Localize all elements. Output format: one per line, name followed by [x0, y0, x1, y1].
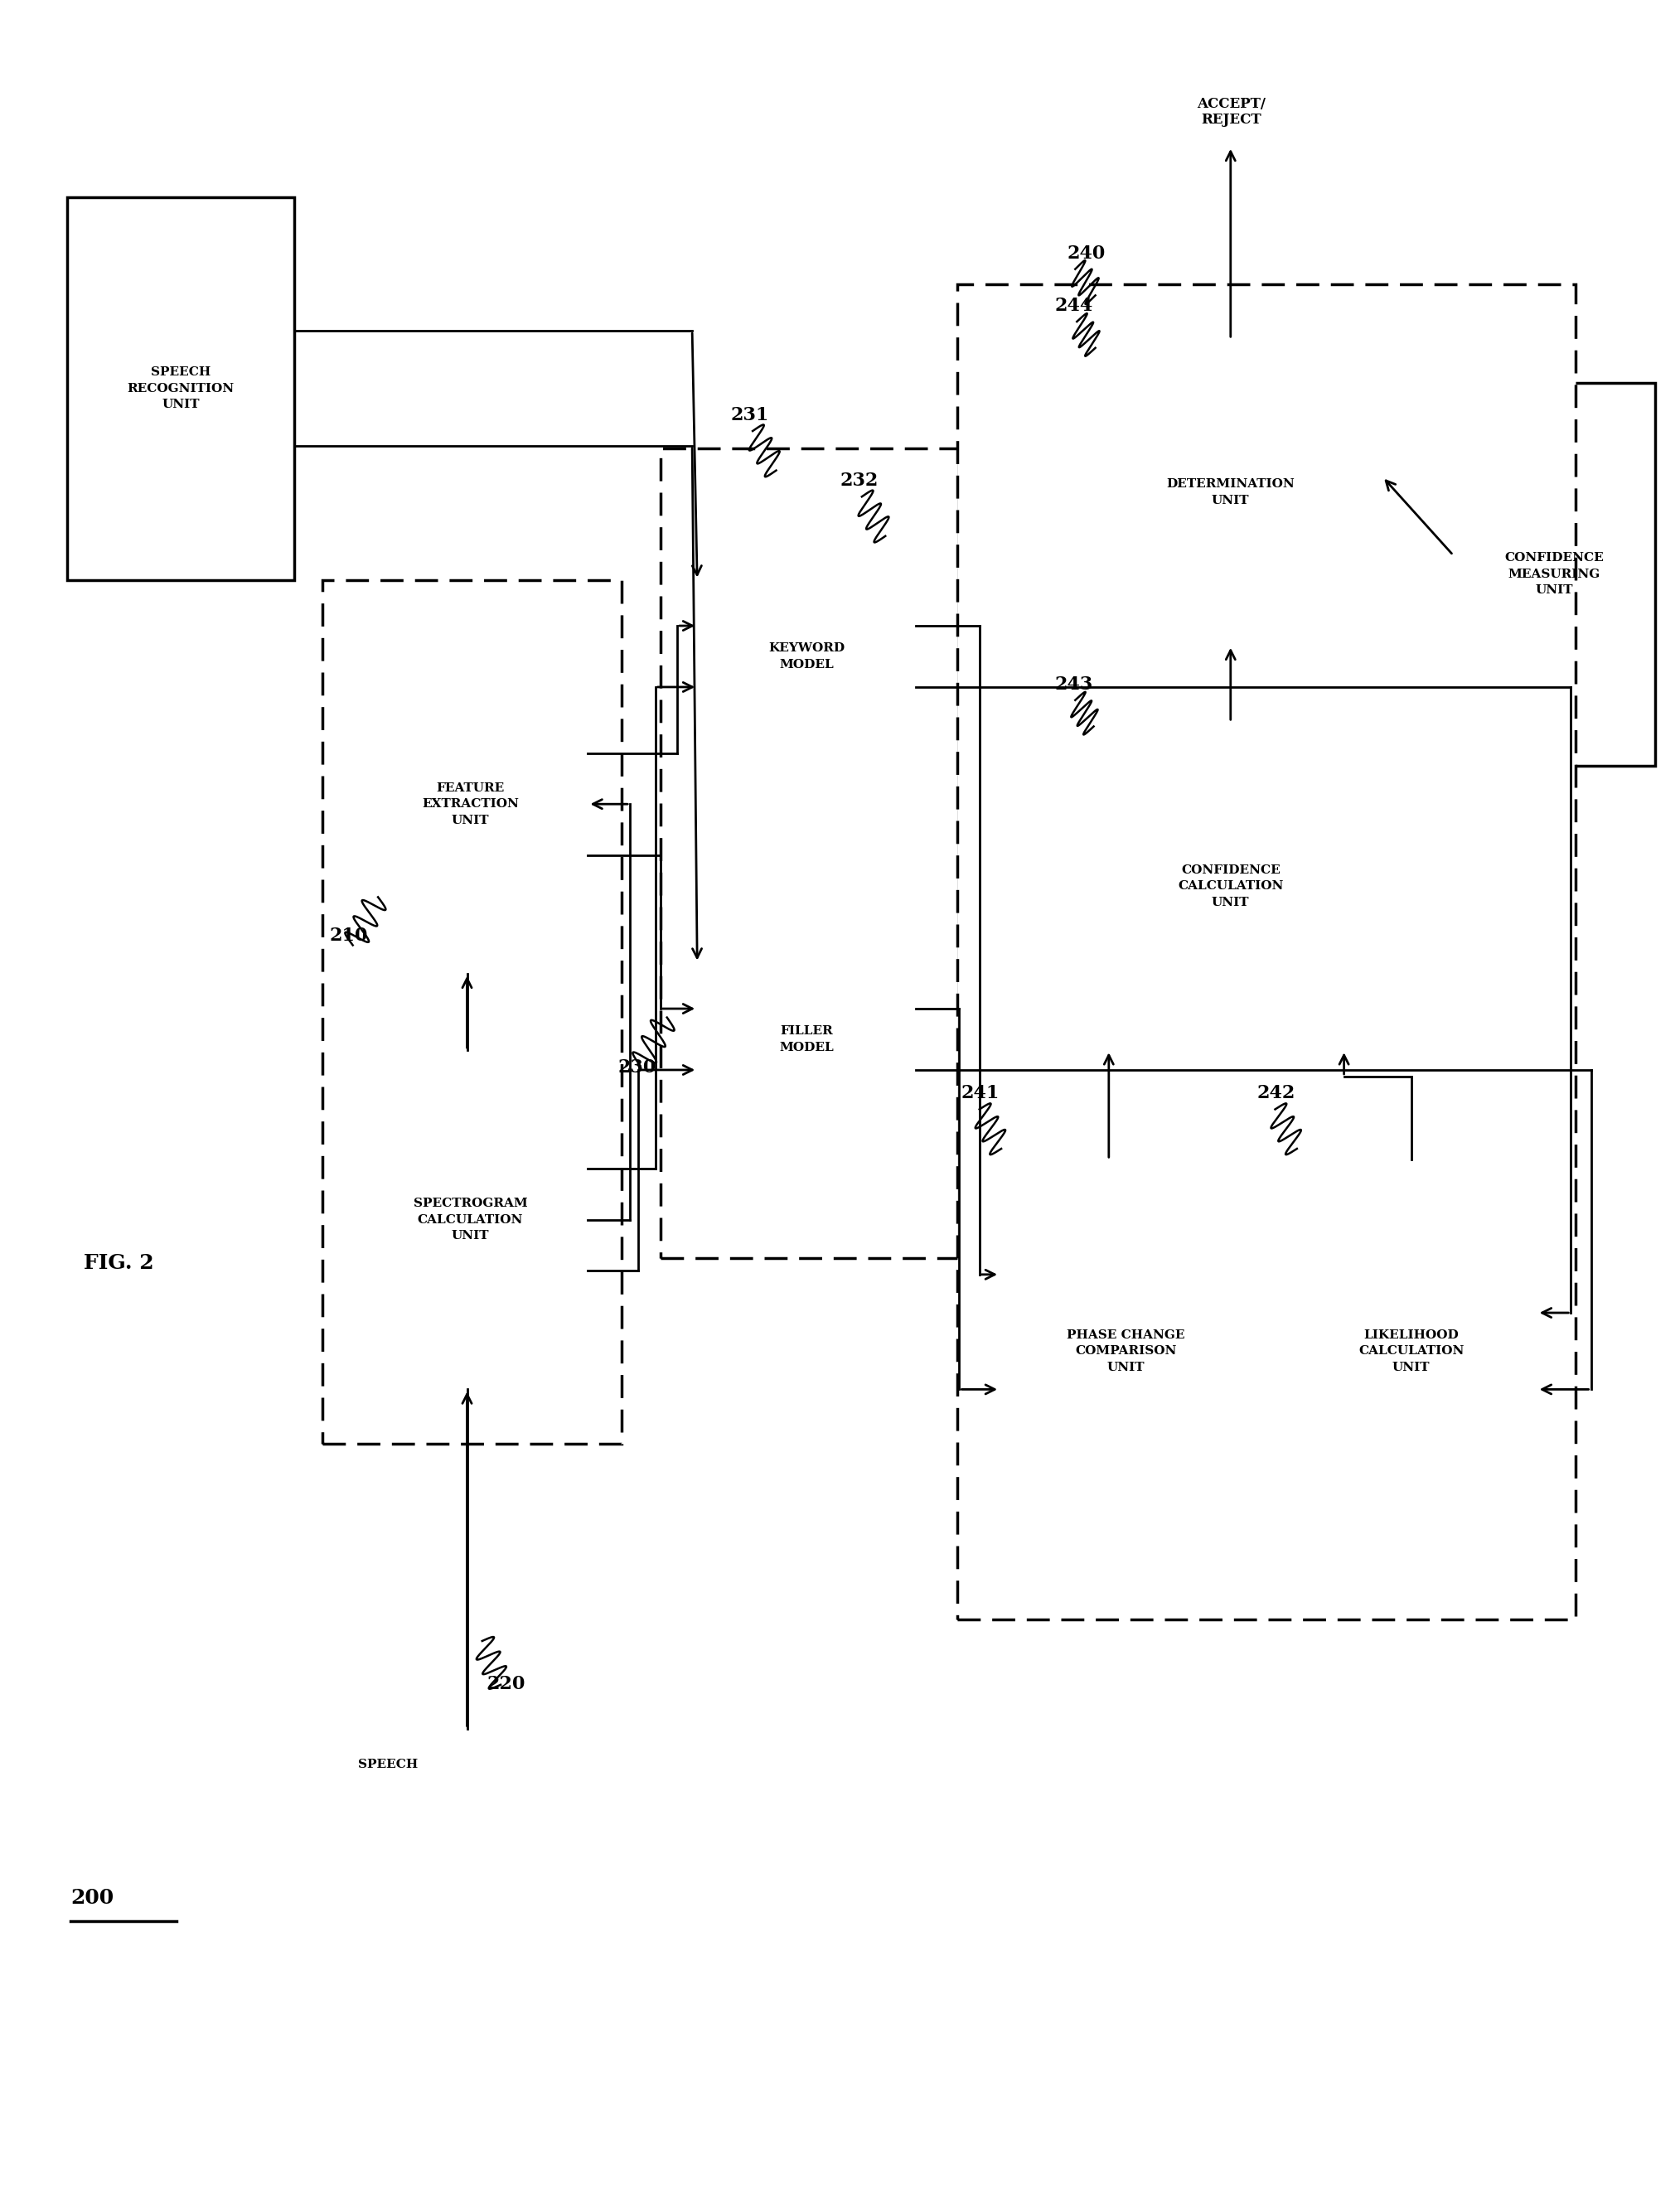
- Text: 210: 210: [329, 928, 368, 945]
- FancyBboxPatch shape: [1285, 1160, 1537, 1543]
- Text: 230: 230: [618, 1059, 657, 1076]
- Text: FIG. 2: FIG. 2: [84, 1254, 155, 1273]
- Text: 241: 241: [961, 1085, 1000, 1103]
- Text: DETERMINATION
UNIT: DETERMINATION UNIT: [1166, 479, 1295, 505]
- Text: 242: 242: [1257, 1085, 1295, 1103]
- Text: ACCEPT/
REJECT: ACCEPT/ REJECT: [1198, 96, 1265, 127]
- Text: FEATURE
EXTRACTION
UNIT: FEATURE EXTRACTION UNIT: [422, 781, 519, 827]
- Text: FILLER
MODEL: FILLER MODEL: [780, 1026, 833, 1052]
- Text: 220: 220: [487, 1676, 526, 1694]
- Text: LIKELIHOOD
CALCULATION
UNIT: LIKELIHOOD CALCULATION UNIT: [1359, 1328, 1463, 1374]
- FancyBboxPatch shape: [1084, 722, 1378, 1050]
- Text: CONFIDENCE
MEASURING
UNIT: CONFIDENCE MEASURING UNIT: [1504, 551, 1604, 597]
- Text: CONFIDENCE
CALCULATION
UNIT: CONFIDENCE CALCULATION UNIT: [1178, 864, 1284, 908]
- FancyBboxPatch shape: [958, 284, 1576, 1619]
- Text: KEYWORD
MODEL: KEYWORD MODEL: [768, 643, 845, 670]
- Text: 243: 243: [1055, 676, 1094, 694]
- Text: PHASE CHANGE
COMPARISON
UNIT: PHASE CHANGE COMPARISON UNIT: [1067, 1328, 1184, 1374]
- Text: 232: 232: [840, 473, 879, 490]
- Text: 244: 244: [1055, 298, 1094, 315]
- Text: 200: 200: [71, 1888, 114, 1908]
- FancyBboxPatch shape: [660, 449, 959, 1258]
- FancyBboxPatch shape: [323, 580, 622, 1444]
- FancyBboxPatch shape: [1000, 1160, 1252, 1543]
- Text: 240: 240: [1067, 245, 1105, 263]
- FancyBboxPatch shape: [353, 1050, 588, 1389]
- Text: SPEECH: SPEECH: [358, 1759, 418, 1770]
- FancyBboxPatch shape: [1084, 339, 1378, 645]
- FancyBboxPatch shape: [67, 197, 294, 580]
- FancyBboxPatch shape: [697, 503, 916, 810]
- Text: SPEECH
RECOGNITION
UNIT: SPEECH RECOGNITION UNIT: [128, 365, 234, 411]
- FancyBboxPatch shape: [1453, 383, 1655, 766]
- FancyBboxPatch shape: [353, 635, 588, 974]
- Text: 231: 231: [731, 407, 769, 424]
- Text: SPECTROGRAM
CALCULATION
UNIT: SPECTROGRAM CALCULATION UNIT: [413, 1197, 528, 1243]
- FancyBboxPatch shape: [697, 886, 916, 1192]
